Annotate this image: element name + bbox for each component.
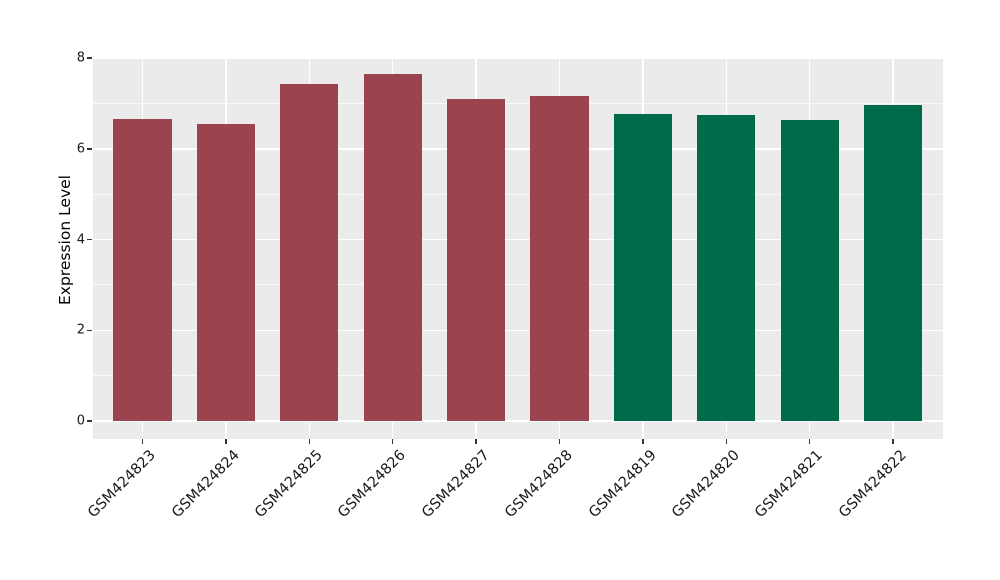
gridline-major-y6: [93, 148, 943, 150]
bar-GSM424822: [863, 104, 923, 421]
x-tick-label-GSM424828: GSM424828: [502, 447, 577, 522]
x-tick-label-GSM424820: GSM424820: [669, 447, 743, 522]
x-tick-mark-GSM424828: [558, 439, 561, 444]
gridline-major-y4: [93, 238, 943, 241]
bar-GSM424828: [530, 95, 589, 421]
gridline-major-y0: [93, 420, 943, 422]
x-tick-mark-GSM424824: [225, 439, 227, 444]
x-tick-label-GSM424825: GSM424825: [252, 447, 326, 522]
x-tick-mark-GSM424822: [892, 439, 894, 444]
x-tick-mark-GSM424827: [475, 439, 477, 444]
y-tick-mark-4: [87, 238, 92, 241]
y-tick-label-6: 6: [76, 141, 85, 157]
y-tick-label-0: 0: [76, 413, 85, 429]
x-tick-label-GSM424821: GSM424821: [752, 447, 827, 522]
bar-GSM424826: [363, 74, 422, 421]
y-tick-mark-8: [87, 57, 92, 59]
gridline-minor-y3: [93, 284, 943, 286]
gridline-major-y2: [93, 329, 943, 332]
bar-GSM424824: [196, 123, 256, 421]
gridline-minor-y5: [93, 193, 943, 195]
x-tick-label-GSM424819: GSM424819: [585, 447, 660, 522]
gridline-major-y8: [93, 57, 943, 59]
x-tick-label-GSM424826: GSM424826: [335, 447, 410, 522]
bar-GSM424827: [446, 99, 506, 421]
x-tick-label-GSM424827: GSM424827: [418, 447, 493, 522]
x-tick-mark-GSM424821: [808, 439, 811, 444]
y-tick-mark-6: [87, 148, 92, 150]
bar-GSM424820: [697, 114, 756, 421]
x-tick-mark-GSM424826: [391, 439, 394, 444]
bar-GSM424821: [780, 119, 839, 421]
x-tick-label-GSM424824: GSM424824: [168, 447, 243, 522]
x-tick-label-GSM424823: GSM424823: [85, 447, 160, 522]
y-tick-label-4: 4: [76, 232, 85, 248]
x-tick-mark-GSM424823: [141, 439, 144, 444]
gridline-minor-y7: [93, 103, 943, 105]
bar-GSM424823: [113, 118, 172, 421]
bar-GSM424819: [613, 113, 673, 421]
x-tick-mark-GSM424825: [308, 439, 311, 444]
y-tick-label-2: 2: [76, 322, 85, 338]
x-tick-mark-GSM424820: [725, 439, 728, 444]
gridline-minor-y1: [93, 375, 943, 377]
plot-panel: [93, 57, 943, 439]
bar-GSM424825: [280, 84, 339, 421]
y-tick-label-8: 8: [76, 50, 85, 66]
y-tick-mark-2: [87, 329, 92, 332]
y-tick-mark-0: [87, 420, 92, 422]
x-tick-mark-GSM424819: [642, 439, 644, 444]
x-tick-label-GSM424822: GSM424822: [835, 447, 910, 522]
